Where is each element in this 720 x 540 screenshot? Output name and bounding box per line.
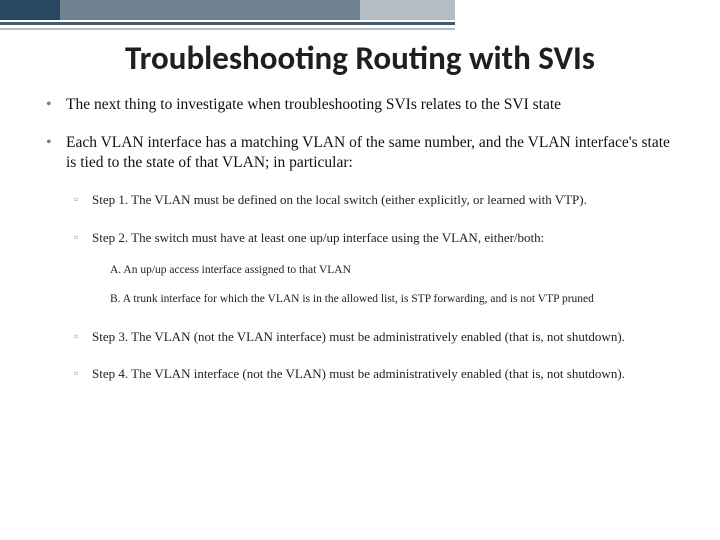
bullet-text: The next thing to investigate when troub…	[66, 96, 561, 113]
step-text: Step 1. The VLAN must be defined on the …	[92, 192, 587, 207]
band-segment-mid	[60, 0, 360, 20]
bullet-item: The next thing to investigate when troub…	[38, 95, 682, 115]
substep-item: B. A trunk interface for which the VLAN …	[110, 292, 682, 308]
step-item: Step 1. The VLAN must be defined on the …	[66, 191, 682, 209]
band-segment-light	[360, 0, 455, 20]
underline-light	[0, 28, 455, 30]
step-item: Step 3. The VLAN (not the VLAN interface…	[66, 328, 682, 346]
bullet-list-level1: The next thing to investigate when troub…	[38, 95, 682, 383]
bullet-item: Each VLAN interface has a matching VLAN …	[38, 133, 682, 383]
step-text: Step 2. The switch must have at least on…	[92, 230, 544, 245]
step-item: Step 4. The VLAN interface (not the VLAN…	[66, 365, 682, 383]
band-segment-white	[455, 0, 720, 20]
band-segment-dark	[0, 0, 60, 20]
step-text: Step 4. The VLAN interface (not the VLAN…	[92, 366, 625, 381]
decorative-top-band	[0, 0, 720, 20]
substep-text: A. An up/up access interface assigned to…	[110, 264, 351, 276]
step-item: Step 2. The switch must have at least on…	[66, 229, 682, 308]
step-text: Step 3. The VLAN (not the VLAN interface…	[92, 329, 625, 344]
slide-content: The next thing to investigate when troub…	[38, 95, 682, 403]
bullet-list-level2: Step 1. The VLAN must be defined on the …	[66, 191, 682, 382]
substep-item: A. An up/up access interface assigned to…	[110, 263, 682, 279]
bullet-text: Each VLAN interface has a matching VLAN …	[66, 134, 670, 171]
slide-title: Troubleshooting Routing with SVIs	[0, 38, 720, 78]
bullet-list-level3: A. An up/up access interface assigned to…	[110, 263, 682, 308]
slide: Troubleshooting Routing with SVIs The ne…	[0, 0, 720, 540]
substep-text: B. A trunk interface for which the VLAN …	[110, 293, 594, 305]
underline-dark	[0, 22, 455, 25]
